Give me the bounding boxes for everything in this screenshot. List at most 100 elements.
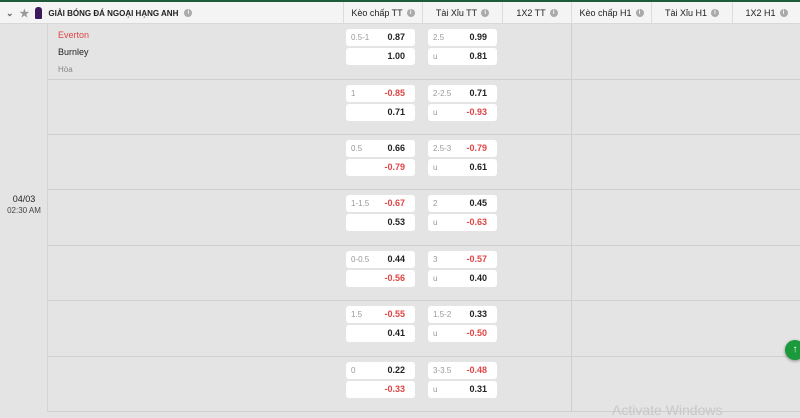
under-odds[interactable]: u -0.63 xyxy=(428,214,497,231)
odds-value: -0.79 xyxy=(384,162,405,172)
odds-value: -0.50 xyxy=(466,328,487,338)
odds-line: 2 xyxy=(433,199,438,208)
handicap-away-odds[interactable]: -0.33 xyxy=(346,381,415,398)
odds-line: 2.5 xyxy=(433,33,445,42)
odds-line: 0.5-1 xyxy=(351,33,370,42)
over-odds[interactable]: 2.5-3 -0.79 xyxy=(428,140,497,157)
under-odds[interactable]: u -0.93 xyxy=(428,104,497,121)
odds-line: 3 xyxy=(433,255,438,264)
handicap-away-odds[interactable]: 1.00 xyxy=(346,48,415,65)
odds-value: -0.55 xyxy=(384,309,405,319)
match-time-column xyxy=(0,24,48,412)
odds-value: 0.22 xyxy=(387,365,405,375)
handicap-away-odds[interactable]: -0.56 xyxy=(346,270,415,287)
odds-value: 0.99 xyxy=(469,32,487,42)
odds-row: 0.5 0.66 -0.79 2.5-3 -0.79 u 0.61 xyxy=(48,135,800,190)
odds-value: -0.33 xyxy=(384,384,405,394)
odds-value: -0.85 xyxy=(384,88,405,98)
match-time: 02:30 AM xyxy=(7,206,41,215)
odds-line: u xyxy=(433,218,438,227)
odds-line: 1-1.5 xyxy=(351,199,370,208)
odds-line: 1.5-2 xyxy=(433,310,452,319)
col-handicap-h1: Kèo chấp H1 i xyxy=(571,2,651,24)
odds-line: 2.5-3 xyxy=(433,144,452,153)
col-handicap-ft: Kèo chấp TT i xyxy=(343,2,422,24)
info-icon[interactable]: i xyxy=(406,9,415,17)
odds-value: -0.93 xyxy=(466,107,487,117)
odds-value: -0.48 xyxy=(466,365,487,375)
under-odds[interactable]: u 0.31 xyxy=(428,381,497,398)
odds-value: 0.61 xyxy=(469,162,487,172)
arrow-up-icon: ↑ xyxy=(792,344,798,355)
col-1x2-ft: 1X2 TT i xyxy=(502,2,571,24)
away-team[interactable]: Burnley xyxy=(58,47,89,57)
odds-value: -0.63 xyxy=(466,217,487,227)
under-odds[interactable]: u 0.81 xyxy=(428,48,497,65)
col-label: Kèo chấp TT xyxy=(351,8,403,18)
handicap-away-odds[interactable]: 0.53 xyxy=(346,214,415,231)
handicap-home-odds[interactable]: 1-1.5 -0.67 xyxy=(346,195,415,212)
over-odds[interactable]: 2 0.45 xyxy=(428,195,497,212)
over-odds[interactable]: 1.5-2 0.33 xyxy=(428,306,497,323)
odds-line: 0 xyxy=(351,366,356,375)
odds-line: u xyxy=(433,385,438,394)
under-odds[interactable]: u -0.50 xyxy=(428,325,497,342)
odds-value: 0.53 xyxy=(387,217,405,227)
star-icon[interactable]: ★ xyxy=(19,7,30,20)
info-icon[interactable]: i xyxy=(184,9,193,17)
scroll-top-button[interactable]: ↑ xyxy=(785,340,800,360)
info-icon[interactable]: i xyxy=(779,9,788,17)
odds-row: 1.5 -0.55 0.41 1.5-2 0.33 u -0.50 xyxy=(48,301,800,357)
odds-value: -0.67 xyxy=(384,198,405,208)
handicap-home-odds[interactable]: 0-0.5 0.44 xyxy=(346,251,415,268)
handicap-away-odds[interactable]: 0.41 xyxy=(346,325,415,342)
over-odds[interactable]: 3-3.5 -0.48 xyxy=(428,362,497,379)
over-odds[interactable]: 2.5 0.99 xyxy=(428,29,497,46)
odds-line: u xyxy=(433,52,438,61)
col-label: 1X2 TT xyxy=(516,8,546,18)
odds-value: 0.44 xyxy=(387,254,405,264)
odds-value: 0.81 xyxy=(469,51,487,61)
handicap-home-odds[interactable]: 1.5 -0.55 xyxy=(346,306,415,323)
odds-line: 0.5 xyxy=(351,144,363,153)
handicap-away-odds[interactable]: -0.79 xyxy=(346,159,415,176)
windows-watermark: Activate Windows xyxy=(612,402,723,418)
col-label: 1X2 H1 xyxy=(745,8,776,18)
odds-value: -0.56 xyxy=(384,273,405,283)
info-icon[interactable]: i xyxy=(635,9,644,17)
odds-line: 1 xyxy=(351,89,356,98)
handicap-home-odds[interactable]: 0.5 0.66 xyxy=(346,140,415,157)
info-icon[interactable]: i xyxy=(711,9,720,17)
table-header: ⌄ ★ GIẢI BÓNG ĐÁ NGOẠI HẠNG ANH i Kèo ch… xyxy=(0,2,800,24)
info-icon[interactable]: i xyxy=(481,9,490,17)
handicap-away-odds[interactable]: 0.71 xyxy=(346,104,415,121)
odds-value: 1.00 xyxy=(387,51,405,61)
odds-line: 2-2.5 xyxy=(433,89,452,98)
league-header: ⌄ ★ GIẢI BÓNG ĐÁ NGOẠI HẠNG ANH i xyxy=(6,2,193,24)
odds-value: 0.66 xyxy=(387,143,405,153)
odds-value: 0.31 xyxy=(469,384,487,394)
col-ou-ft: Tài Xỉu TT i xyxy=(422,2,502,24)
odds-line: u xyxy=(433,108,438,117)
under-odds[interactable]: u 0.61 xyxy=(428,159,497,176)
odds-line: 1.5 xyxy=(351,310,363,319)
handicap-home-odds[interactable]: 1 -0.85 xyxy=(346,85,415,102)
odds-line: 0-0.5 xyxy=(351,255,370,264)
odds-row: 1 -0.85 0.71 2-2.5 0.71 u -0.93 xyxy=(48,80,800,135)
odds-value: 0.87 xyxy=(387,32,405,42)
top-bar xyxy=(0,0,800,2)
over-odds[interactable]: 2-2.5 0.71 xyxy=(428,85,497,102)
odds-value: 0.71 xyxy=(469,88,487,98)
column-divider xyxy=(571,24,572,412)
handicap-home-odds[interactable]: 0 0.22 xyxy=(346,362,415,379)
under-odds[interactable]: u 0.40 xyxy=(428,270,497,287)
handicap-home-odds[interactable]: 0.5-1 0.87 xyxy=(346,29,415,46)
odds-row: 1-1.5 -0.67 0.53 2 0.45 u -0.63 xyxy=(48,190,800,246)
home-team[interactable]: Everton xyxy=(58,30,90,40)
over-odds[interactable]: 3 -0.57 xyxy=(428,251,497,268)
match-date: 04/03 xyxy=(12,194,36,204)
odds-line: u xyxy=(433,329,438,338)
info-icon[interactable]: i xyxy=(549,9,558,17)
chevron-down-icon[interactable]: ⌄ xyxy=(6,7,14,18)
teams: Everton Burnley Hòa xyxy=(58,27,89,78)
